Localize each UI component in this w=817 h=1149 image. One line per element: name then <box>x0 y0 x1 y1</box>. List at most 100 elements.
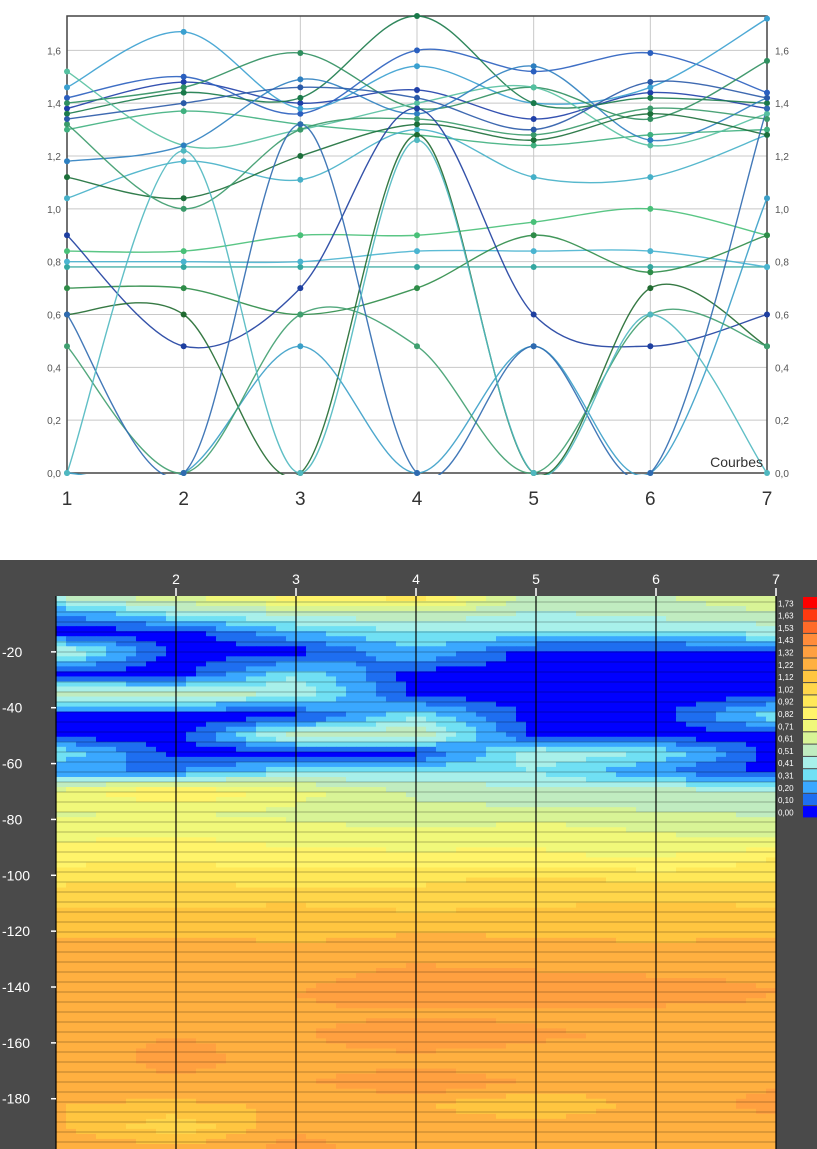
heat-cell <box>696 812 707 818</box>
heat-cell <box>446 686 457 693</box>
heat-cell <box>616 676 627 683</box>
heat-cell <box>276 837 287 843</box>
heat-cell <box>576 847 587 853</box>
heat-cell <box>316 646 327 652</box>
heat-cell <box>746 817 757 823</box>
heat-cell <box>566 771 577 778</box>
heat-cell <box>166 756 177 763</box>
heat-cell <box>756 867 767 874</box>
heat-cell <box>126 877 137 884</box>
heat-cell <box>146 902 157 909</box>
heat-cell <box>286 847 297 853</box>
heat-cell <box>406 676 417 683</box>
heat-cell <box>386 822 397 828</box>
heat-cell <box>156 882 167 889</box>
heat-cell <box>516 646 527 652</box>
heat-cell <box>766 792 776 798</box>
heat-cell <box>126 867 137 874</box>
heat-cell <box>276 776 287 783</box>
series-point <box>180 248 187 255</box>
heat-cell <box>466 726 477 733</box>
heat-cell <box>236 797 247 803</box>
heat-cell <box>166 641 177 647</box>
heat-cell <box>556 917 567 924</box>
heat-cell <box>576 912 587 919</box>
heat-cell <box>596 907 607 914</box>
heat-cell <box>306 857 317 864</box>
heat-cell <box>226 651 237 657</box>
heat-cell <box>476 761 487 768</box>
heat-cell <box>196 887 207 894</box>
heat-cell <box>656 686 667 693</box>
heat-cell <box>326 787 337 793</box>
heat-cell <box>316 832 327 838</box>
heat-cell <box>356 782 367 788</box>
heat-cell <box>636 731 647 738</box>
series-point <box>530 232 537 239</box>
heat-cell <box>146 862 157 869</box>
heat-cell <box>596 706 607 713</box>
heat-cell <box>666 656 677 662</box>
heat-cell <box>396 761 407 768</box>
heat-cell <box>586 776 597 783</box>
series-point <box>414 263 420 270</box>
heat-cell <box>396 771 407 778</box>
heat-cell <box>406 686 417 693</box>
heat-cell <box>646 922 657 929</box>
chart-annotation: Courbes <box>710 454 763 470</box>
heat-cell <box>696 706 707 713</box>
heat-cell <box>96 726 107 733</box>
heat-cell <box>516 621 527 627</box>
heat-cell <box>706 636 717 642</box>
heat-cell <box>146 721 157 728</box>
heat-cell <box>436 902 447 909</box>
heat-cell <box>646 661 657 667</box>
heat-cell <box>356 661 367 667</box>
heat-cell <box>496 611 507 617</box>
heat-cell <box>236 601 247 607</box>
heat-cell <box>336 746 347 753</box>
heat-cell <box>756 837 767 843</box>
heat-cell <box>86 837 97 843</box>
heat-cell <box>496 882 507 889</box>
heat-cell <box>136 887 147 894</box>
heat-cell <box>456 817 467 823</box>
heat-cell <box>376 882 387 889</box>
heat-cell <box>716 656 727 662</box>
heat-cell <box>706 837 717 843</box>
heat-cell <box>736 802 747 808</box>
heat-cell <box>316 857 327 864</box>
heat-cell <box>266 626 277 632</box>
heat-cell <box>686 711 697 718</box>
heat-cell <box>376 721 387 728</box>
heat-cell <box>236 681 247 688</box>
heat-cell <box>466 892 477 899</box>
heat-cell <box>146 691 157 698</box>
heat-cell <box>476 626 487 632</box>
heat-cell <box>366 706 377 713</box>
heat-cell <box>66 837 77 843</box>
heat-cell <box>366 922 377 929</box>
heat-cell <box>696 892 707 899</box>
heat-cell <box>316 766 327 773</box>
heat-cell <box>216 711 227 718</box>
heat-cell <box>276 671 287 678</box>
heat-cell <box>526 917 537 924</box>
heat-cell <box>396 606 407 612</box>
heat-cell <box>656 907 667 914</box>
heat-cell <box>386 887 397 894</box>
heat-cell <box>66 646 77 652</box>
heat-cell <box>176 882 187 889</box>
heat-cell <box>536 596 547 602</box>
heat-cell <box>466 867 477 874</box>
heat-cell <box>66 616 77 622</box>
heat-cell <box>276 706 287 713</box>
heat-cell <box>506 621 517 627</box>
heat-cell <box>216 927 227 934</box>
heat-cell <box>716 797 727 803</box>
heat-cell <box>726 696 737 703</box>
heat-cell <box>566 626 577 632</box>
heat-cell <box>526 827 537 833</box>
heat-cell <box>366 797 377 803</box>
heat-cell <box>686 686 697 693</box>
